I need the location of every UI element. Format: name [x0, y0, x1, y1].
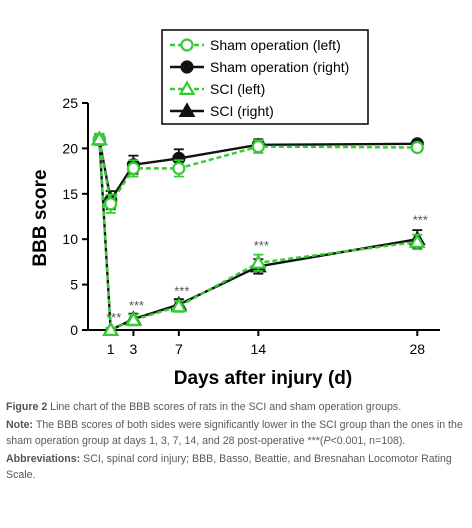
data-point-marker [170, 297, 188, 313]
legend-label: Sham operation (right) [210, 59, 349, 75]
legend-label: SCI (left) [210, 81, 265, 97]
x-tick-label: 3 [130, 341, 138, 357]
caption-abbr-label: Abbreviations: [6, 453, 81, 465]
x-tick-label: 1 [107, 341, 115, 357]
legend-entry: SCI (left) [170, 80, 265, 97]
caption-note-p: P [323, 435, 331, 447]
data-point-marker [126, 161, 141, 175]
caption-note-paragraph: Note: The BBB scores of both sides were … [6, 417, 468, 449]
caption-figure-label: Figure 2 [6, 401, 48, 413]
data-point-marker [90, 130, 108, 146]
x-tick-label: 28 [410, 341, 426, 357]
x-tick-label: 14 [251, 341, 267, 357]
caption-abbr-text: SCI, spinal cord injury; BBB, Basso, Bea… [6, 453, 452, 481]
y-tick-label: 25 [62, 95, 78, 111]
chart-series [90, 130, 426, 336]
caption-abbr-paragraph: Abbreviations: SCI, spinal cord injury; … [6, 451, 468, 483]
series-line [98, 139, 418, 332]
y-tick-label: 20 [62, 140, 78, 156]
legend-entry: Sham operation (left) [170, 37, 341, 53]
y-tick-label: 15 [62, 186, 78, 202]
significance-marker: *** [106, 310, 121, 325]
caption-note-stats-post: <0.001, n=108). [330, 435, 406, 447]
significance-marker: *** [174, 283, 189, 298]
bbb-line-chart: 0 5 10 15 20 25 1 3 7 14 28 *** *** *** *** *** Sham o… [30, 29, 440, 389]
x-axis-label: Days after injury (d) [174, 368, 352, 389]
series-line [98, 139, 418, 208]
figure-caption: Figure 2 Line chart of the BBB scores of… [6, 399, 468, 485]
y-tick-label: 5 [70, 277, 78, 293]
data-point-marker [410, 140, 424, 155]
y-tick-label: 10 [62, 231, 78, 247]
series-sci-left [90, 130, 426, 336]
caption-figure-text: Line chart of the BBB scores of rats in … [50, 401, 402, 413]
data-point-marker [102, 321, 120, 336]
x-tick-label: 7 [175, 341, 183, 357]
y-axis-label: BBB score [30, 169, 51, 266]
caption-note-label: Note: [6, 419, 34, 431]
data-point-marker [408, 233, 426, 248]
legend-label: SCI (right) [210, 103, 274, 119]
significance-marker: *** [129, 298, 144, 313]
data-point-marker [180, 38, 194, 52]
data-point-marker [180, 60, 194, 74]
caption-note-text: The BBB scores of both sides were signif… [6, 419, 463, 447]
series-line [98, 139, 418, 332]
caption-figure-paragraph: Figure 2 Line chart of the BBB scores of… [6, 399, 468, 415]
data-point-marker [249, 254, 267, 269]
legend-entry: Sham operation (right) [170, 59, 349, 75]
legend-entry: SCI (right) [170, 102, 274, 119]
data-point-marker [125, 311, 142, 326]
chart-axes: 0 5 10 15 20 25 1 3 7 14 28 [62, 95, 440, 357]
significance-annotations: *** *** *** *** *** [106, 213, 428, 325]
legend-label: Sham operation (left) [210, 37, 341, 53]
data-point-marker [172, 161, 186, 175]
data-point-marker [178, 102, 196, 117]
caption-note-stats-pre: ***( [307, 435, 324, 447]
data-point-marker [104, 197, 118, 211]
significance-marker: *** [413, 213, 428, 228]
data-point-marker [251, 139, 265, 154]
chart-legend: Sham operation (left) Sham operation (rig… [161, 29, 369, 125]
data-point-marker [178, 80, 196, 95]
y-tick-label: 0 [70, 322, 78, 338]
significance-marker: *** [254, 238, 269, 253]
series-sham-operation-left [92, 132, 424, 214]
